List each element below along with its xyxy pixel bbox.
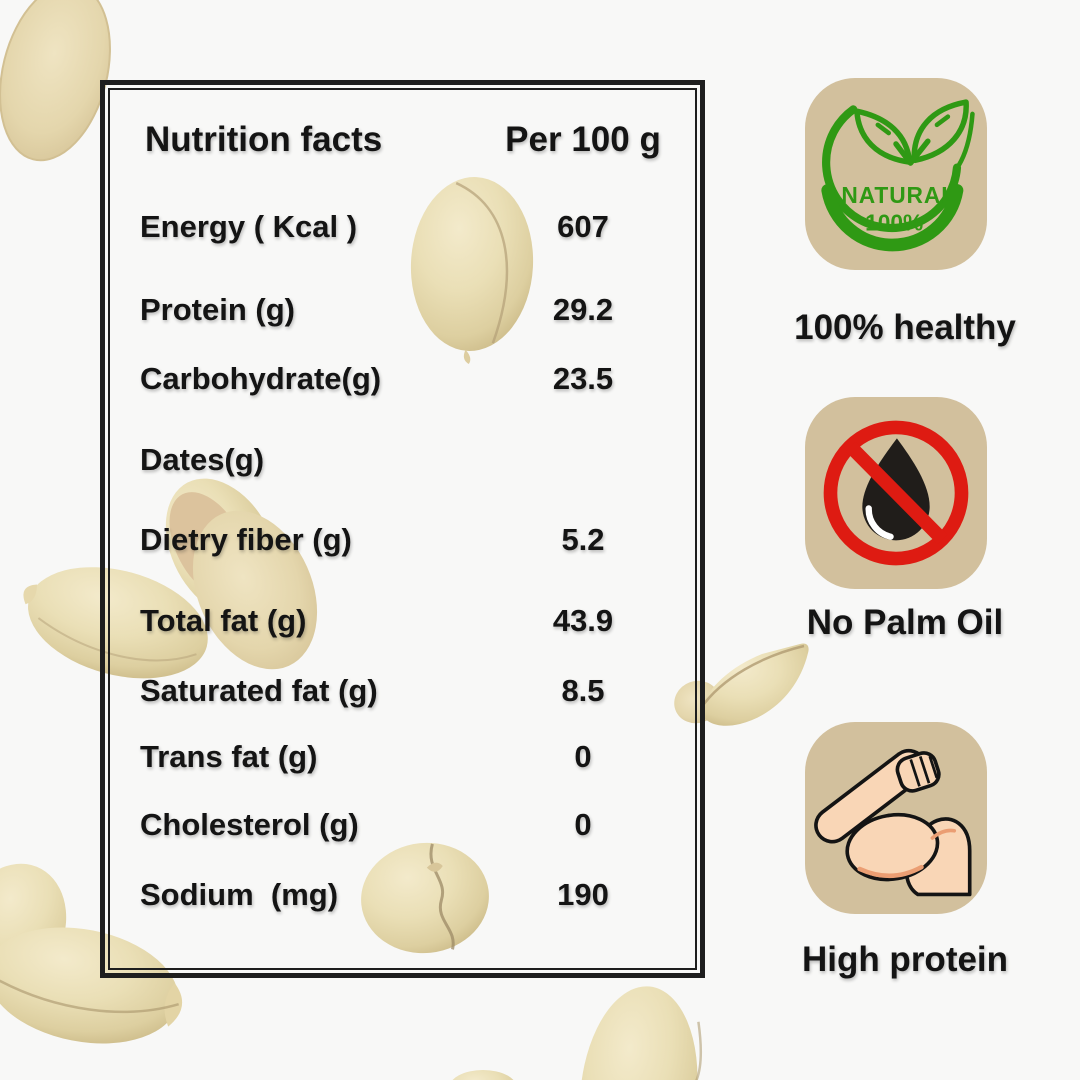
natural-icon-percent: 100% [865, 209, 923, 235]
nutrient-label: Trans fat (g) [140, 739, 318, 774]
nutrient-label: Dietry fiber (g) [140, 522, 352, 557]
nutrition-row: Cholesterol (g) 0 [140, 800, 683, 850]
peanut-bottom-left-big [0, 927, 183, 1044]
nutrition-row: Protein (g) 29.2 [140, 285, 683, 335]
table-unit-header: Per 100 g [505, 120, 661, 159]
nutrient-label: Total fat (g) [140, 603, 307, 638]
nutrition-row: Energy ( Kcal ) 607 [140, 202, 683, 252]
nutrition-table-inner-border: Nutrition facts Per 100 g Energy ( Kcal … [108, 88, 697, 970]
flexed-bicep-icon [814, 748, 972, 897]
peanut-left-long [23, 567, 208, 679]
nutrition-row: Saturated fat (g) 8.5 [140, 666, 683, 716]
high-protein-label: High protein [801, 940, 1009, 979]
no-palm-oil-label: No Palm Oil [806, 603, 1004, 642]
nutrient-value: 0 [574, 739, 592, 774]
nutrition-row: Sodium (mg) 190 [140, 870, 683, 920]
nutrient-value: 29.2 [552, 292, 614, 327]
nutrition-table: Nutrition facts Per 100 g Energy ( Kcal … [100, 80, 705, 978]
nutrition-row: Total fat (g) 43.9 [140, 596, 683, 646]
natural-icon-text: NATURAL [841, 182, 956, 208]
nutrition-row: Dates(g) [140, 435, 683, 485]
table-title: Nutrition facts [145, 120, 383, 159]
natural-100-icon: NATURAL 100% [821, 99, 975, 252]
peanut-cluster-middle [165, 478, 318, 670]
peanut-bottom-center [580, 986, 703, 1080]
healthy-label: 100% healthy [794, 308, 1016, 347]
nutrient-value: 8.5 [561, 673, 605, 708]
nutrient-value: 0 [574, 807, 592, 842]
nutrient-label: Protein (g) [140, 292, 295, 327]
nutrient-label: Cholesterol (g) [140, 807, 359, 842]
nutrient-label: Energy ( Kcal ) [140, 209, 358, 244]
nutrient-label: Carbohydrate(g) [140, 361, 382, 396]
nutrition-row: Trans fat (g) 0 [140, 732, 683, 782]
high-protein-badge [805, 722, 987, 914]
no-palm-oil-badge [805, 397, 987, 589]
nutrient-value: 43.9 [552, 603, 614, 638]
peanut-bottom-sliver [452, 1070, 514, 1080]
peanut-table-top [410, 177, 534, 364]
natural-100-badge: NATURAL 100% [805, 78, 987, 270]
nutrient-value: 5.2 [561, 522, 605, 557]
no-palm-oil-icon [823, 420, 969, 566]
nutrition-row: Carbohydrate(g) 23.5 [140, 354, 683, 404]
nutrient-value: 23.5 [552, 361, 614, 396]
nutrient-value: 190 [557, 877, 609, 912]
nutrition-row: Dietry fiber (g) 5.2 [140, 515, 683, 565]
peanut-table-bottom [361, 842, 489, 954]
nutrient-value: 607 [557, 209, 609, 244]
nutrient-label: Sodium (mg) [140, 877, 339, 912]
peanut-right-crescent [674, 643, 809, 726]
nutrition-rows: Energy ( Kcal ) 607 Protein (g) 29.2 Car… [110, 90, 695, 968]
nutrient-label: Saturated fat (g) [140, 673, 378, 708]
nutrient-label: Dates(g) [140, 442, 265, 477]
